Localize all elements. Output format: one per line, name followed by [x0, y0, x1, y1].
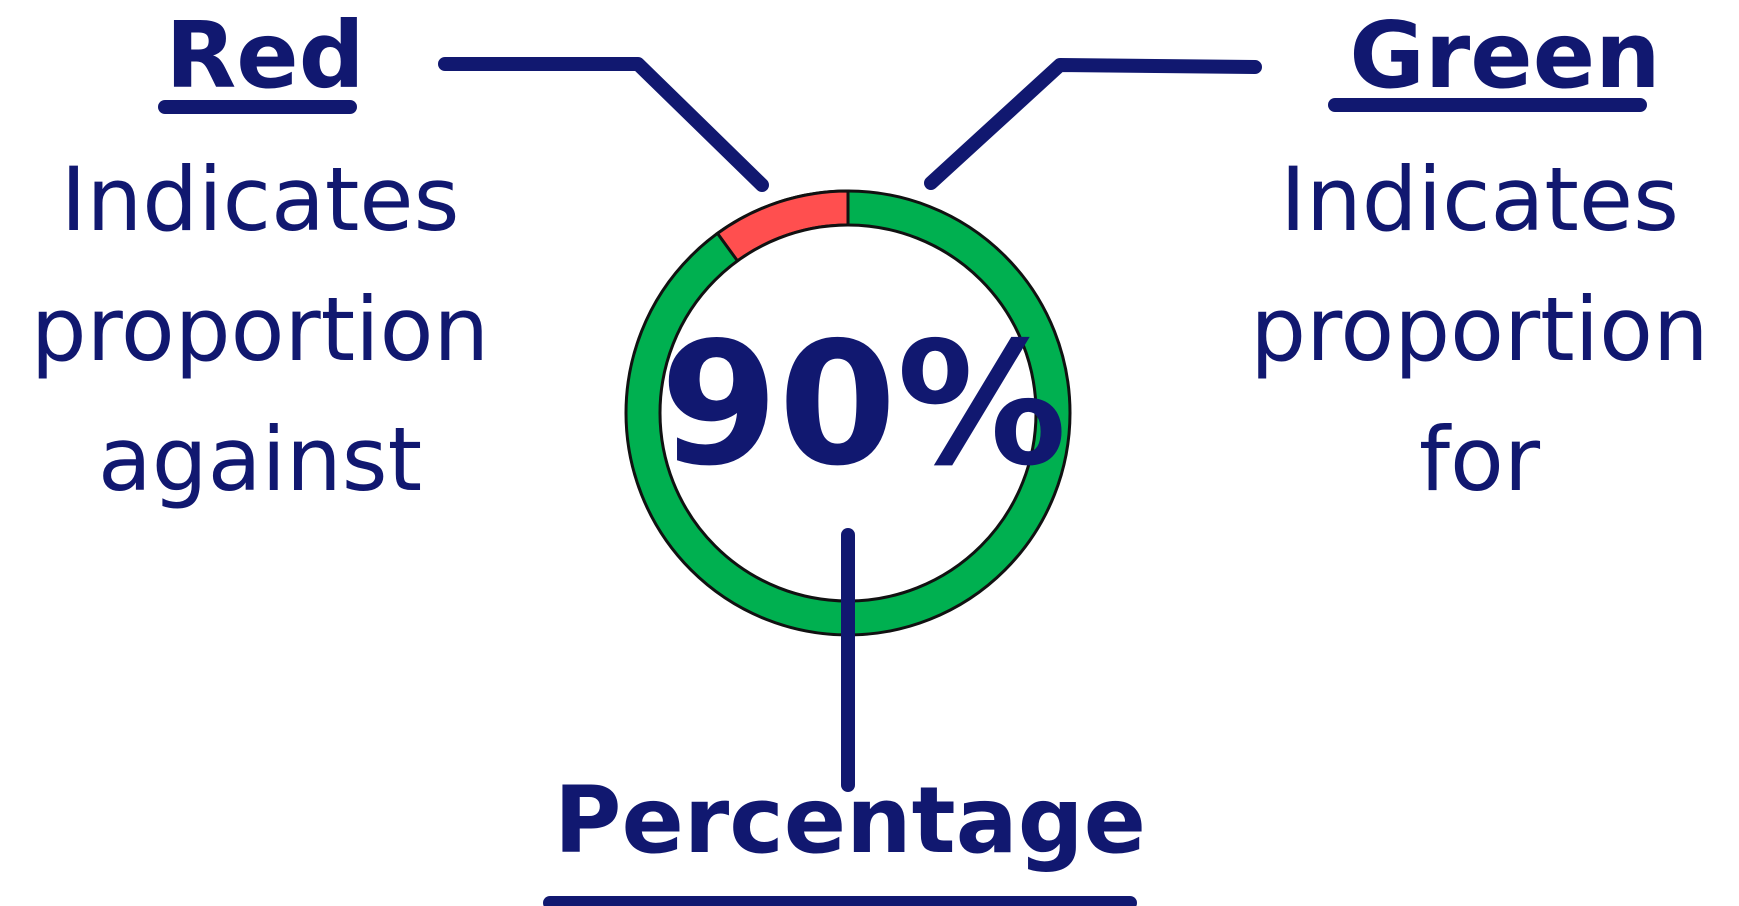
red-heading: Red	[165, 2, 365, 109]
red-description-line: against	[97, 408, 423, 511]
green-description: Indicates proportion for	[1220, 135, 1739, 525]
red-description-line: Indicates	[60, 148, 460, 251]
red-description: Indicates proportion against	[0, 135, 520, 525]
percentage-heading: Percentage	[554, 767, 1146, 874]
gauge	[624, 189, 1072, 637]
green-description-line: for	[1419, 408, 1540, 511]
green-heading: Green	[1349, 2, 1661, 109]
green-callout-line	[924, 58, 1262, 190]
gauge-value-label: 90%	[660, 306, 1067, 504]
green-description-line: Indicates	[1280, 148, 1679, 251]
red-description-line: proportion	[30, 278, 490, 381]
red-callout-line	[438, 57, 769, 192]
green-description-line: proportion	[1250, 278, 1709, 381]
